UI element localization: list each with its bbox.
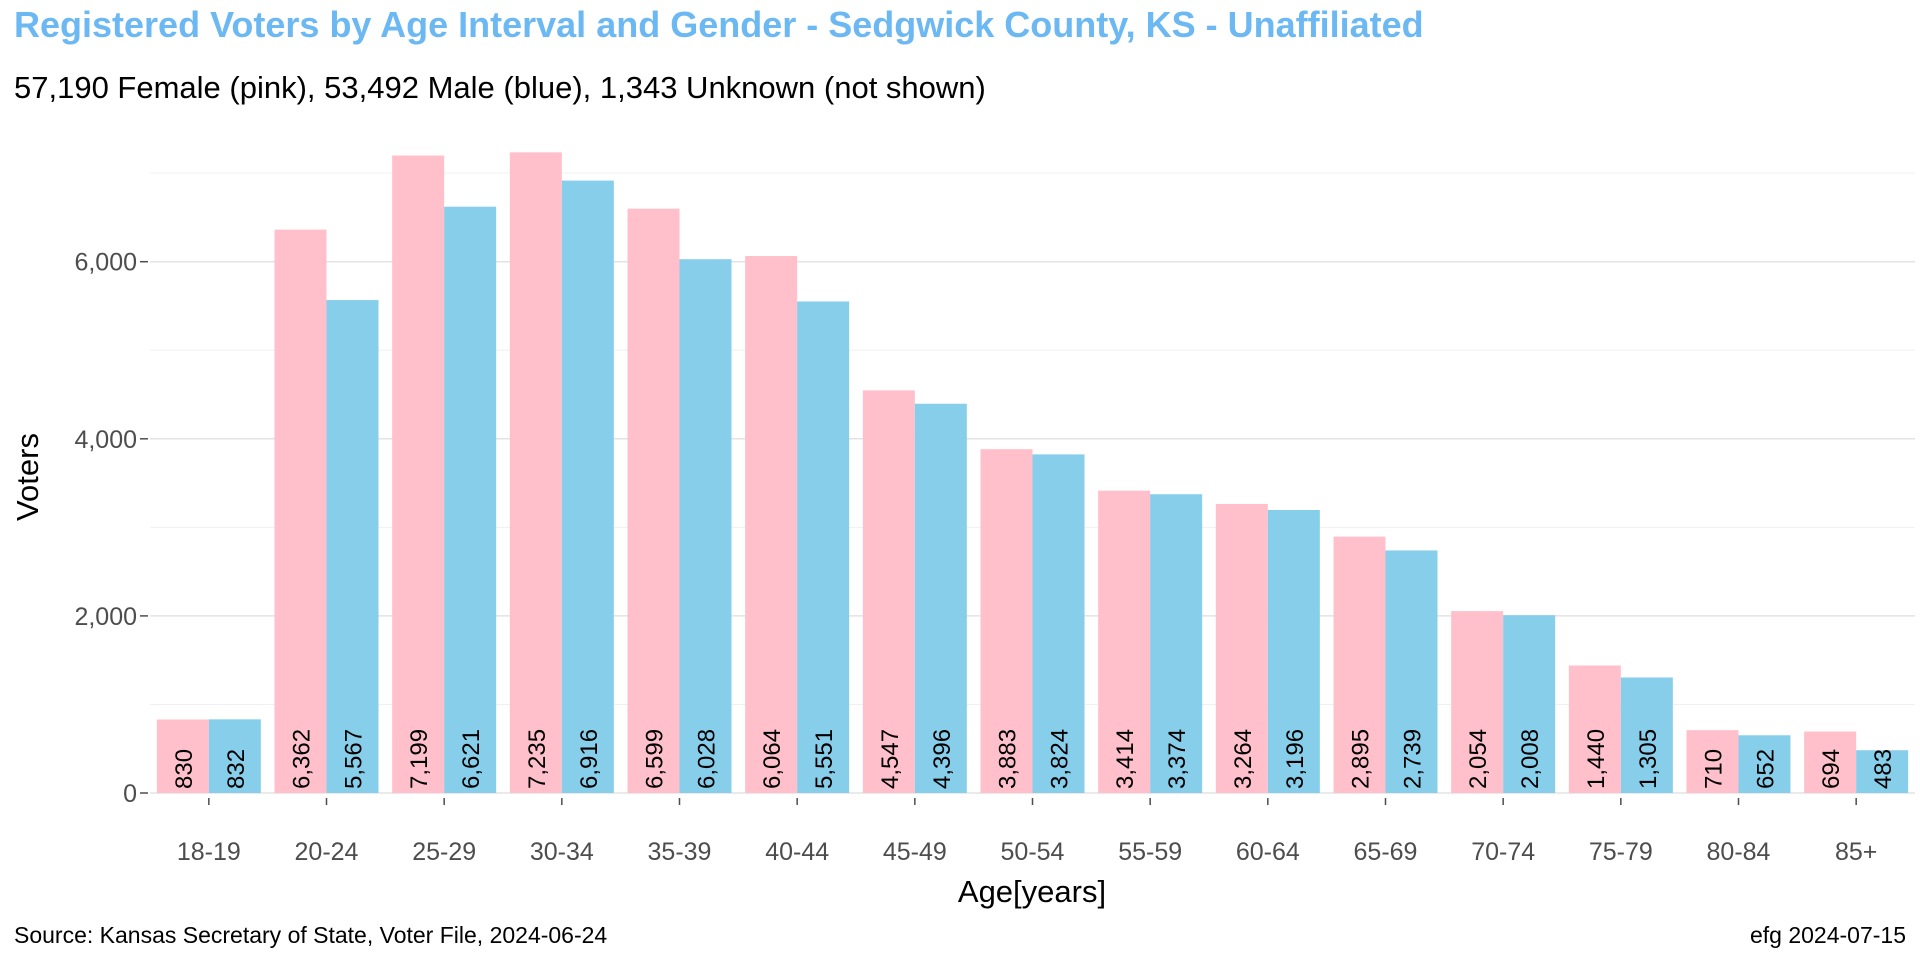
female-value-label-30-34: 7,235: [524, 729, 551, 789]
female-bar-18-19: [156, 719, 209, 793]
male-bar-20-24: [326, 300, 379, 793]
male-value-label-35-39: 6,028: [694, 729, 721, 789]
male-value-label-40-44: 5,551: [811, 729, 838, 789]
male-value-label-80-84: 652: [1753, 749, 1780, 789]
male-bar-60-64: [1267, 509, 1320, 793]
male-value-label-55-59: 3,374: [1164, 729, 1191, 789]
female-value-label-40-44: 6,064: [759, 729, 786, 789]
male-bar-55-59: [1150, 494, 1203, 793]
female-bar-60-64: [1215, 503, 1268, 793]
bars: [156, 152, 1909, 794]
male-value-label-85+: 483: [1870, 749, 1897, 789]
chart-subtitle: 57,190 Female (pink), 53,492 Male (blue)…: [14, 70, 986, 105]
female-value-label-85+: 694: [1818, 749, 1845, 789]
female-bar-50-54: [980, 449, 1033, 793]
x-tick-label-50-54: 50-54: [1001, 838, 1065, 866]
y-tick-label: 2,000: [74, 603, 137, 631]
female-bar-80-84: [1686, 730, 1739, 793]
x-tick-label-30-34: 30-34: [530, 838, 594, 866]
female-value-label-80-84: 710: [1701, 749, 1728, 789]
female-bar-65-69: [1333, 536, 1386, 793]
female-value-label-70-74: 2,054: [1465, 729, 1492, 789]
female-bar-85+: [1804, 731, 1857, 793]
female-bar-30-34: [509, 152, 562, 793]
male-bar-65-69: [1385, 550, 1438, 793]
x-tick-label-18-19: 18-19: [177, 838, 241, 866]
x-tick-label-65-69: 65-69: [1354, 838, 1418, 866]
female-value-label-25-29: 7,199: [406, 729, 433, 789]
male-value-label-45-49: 4,396: [929, 729, 956, 789]
x-tick-label-60-64: 60-64: [1236, 838, 1300, 866]
female-bar-75-79: [1568, 665, 1621, 793]
female-bar-25-29: [392, 155, 445, 793]
x-tick-label-55-59: 55-59: [1118, 838, 1182, 866]
y-tick-label: 4,000: [74, 426, 137, 454]
male-value-label-50-54: 3,824: [1047, 729, 1074, 789]
male-bar-45-49: [914, 403, 967, 793]
female-value-label-18-19: 830: [171, 749, 198, 789]
x-axis-title: Age[years]: [958, 874, 1106, 909]
source-caption: Source: Kansas Secretary of State, Voter…: [14, 922, 608, 948]
male-value-label-25-29: 6,621: [458, 729, 485, 789]
female-value-label-50-54: 3,883: [995, 729, 1022, 789]
male-value-label-75-79: 1,305: [1635, 729, 1662, 789]
x-tick-label-70-74: 70-74: [1471, 838, 1535, 866]
x-axis: 18-19 20-24 25-29 30-34 35-39 40-44 45-49 50-54…: [177, 798, 1877, 866]
chart-title: Registered Voters by Age Interval and Ge…: [14, 4, 1424, 45]
female-value-label-65-69: 2,895: [1348, 729, 1375, 789]
male-bar-80-84: [1738, 735, 1791, 793]
x-tick-label-75-79: 75-79: [1589, 838, 1653, 866]
male-bar-35-39: [679, 259, 732, 794]
male-bar-25-29: [444, 206, 497, 793]
female-value-label-45-49: 4,547: [877, 729, 904, 789]
male-bar-85+: [1856, 750, 1909, 793]
female-bar-40-44: [745, 256, 798, 793]
female-bar-45-49: [862, 390, 915, 793]
x-tick-label-45-49: 45-49: [883, 838, 947, 866]
x-tick-label-25-29: 25-29: [412, 838, 476, 866]
female-value-label-75-79: 1,440: [1583, 729, 1610, 789]
male-bar-40-44: [797, 301, 850, 793]
female-bar-20-24: [274, 229, 327, 793]
male-bar-50-54: [1032, 454, 1085, 793]
y-axis: 0 2,000 4,000 6,000: [74, 249, 148, 808]
x-tick-label-35-39: 35-39: [648, 838, 712, 866]
y-tick-label: 0: [123, 780, 137, 808]
female-value-label-20-24: 6,362: [289, 729, 316, 789]
female-value-label-55-59: 3,414: [1112, 729, 1139, 789]
male-bar-30-34: [561, 180, 614, 793]
female-bar-70-74: [1451, 611, 1504, 793]
x-tick-label-40-44: 40-44: [765, 838, 829, 866]
male-bar-18-19: [208, 719, 261, 793]
female-bar-35-39: [627, 208, 680, 793]
male-value-label-60-64: 3,196: [1282, 729, 1309, 789]
female-bar-55-59: [1098, 490, 1151, 793]
x-tick-label-20-24: 20-24: [295, 838, 359, 866]
x-tick-label-80-84: 80-84: [1707, 838, 1771, 866]
female-value-label-60-64: 3,264: [1230, 729, 1257, 789]
male-value-label-30-34: 6,916: [576, 729, 603, 789]
y-axis-title: Voters: [10, 433, 45, 521]
x-tick-label-85+: 85+: [1835, 838, 1877, 866]
male-bar-70-74: [1503, 615, 1556, 793]
male-value-label-20-24: 5,567: [341, 729, 368, 789]
female-value-label-35-39: 6,599: [642, 729, 669, 789]
male-value-label-18-19: 832: [223, 749, 250, 789]
author-date-caption: efg 2024-07-15: [1749, 922, 1906, 948]
male-value-label-70-74: 2,008: [1517, 729, 1544, 789]
male-bar-75-79: [1620, 677, 1673, 793]
y-tick-label: 6,000: [74, 249, 137, 277]
bar-labels: 830 832 6,362 5,567 7,199 6,621 7,235 6,916 6,59…: [171, 729, 1897, 789]
male-value-label-65-69: 2,739: [1400, 729, 1427, 789]
